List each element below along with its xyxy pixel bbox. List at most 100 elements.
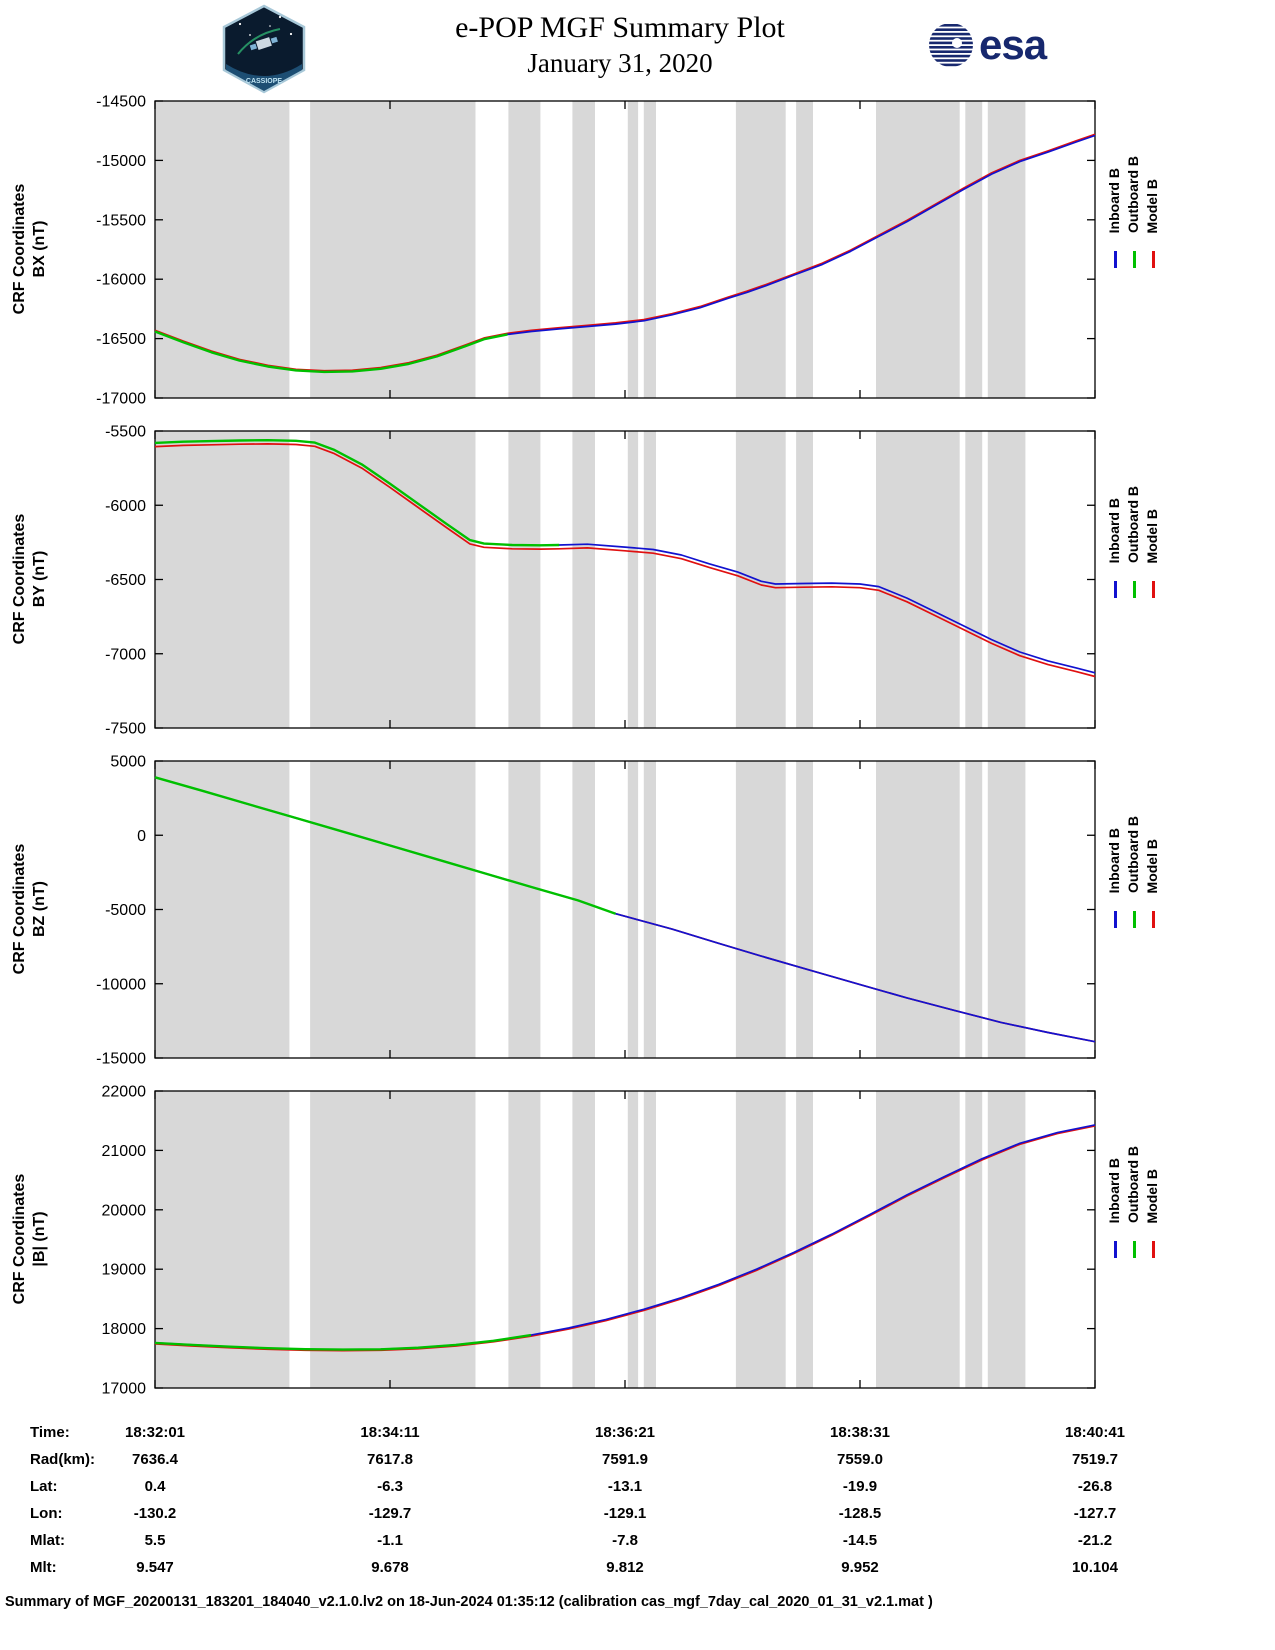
axis-table-value: 0.4: [144, 1478, 166, 1495]
axis-table-value: 18:36:21: [594, 1424, 656, 1441]
y-axis-label-line: |B| (nT): [31, 1211, 48, 1267]
data-gap-band: [508, 431, 541, 728]
axis-table-value: -129.1: [603, 1505, 647, 1522]
axis-table-row: Time: 18:32:01 18:34:11 18:36:21 18:38:31 18:…: [0, 1424, 1275, 1451]
patch-earth-limb: [226, 64, 302, 91]
data-gap-band: [796, 1091, 813, 1388]
y-axis-label-line: CRF Coordinates: [11, 1173, 28, 1305]
data-gap-band: [508, 761, 541, 1058]
model-b-line: [154, 443, 1096, 678]
y-tick-label: -10000: [96, 976, 146, 993]
data-gap-band: [572, 1091, 595, 1388]
data-gap-band: [876, 101, 960, 398]
data-gap-band: [572, 431, 595, 728]
y-tick-label: 0: [137, 828, 146, 845]
axis-table-value: 9.952: [841, 1559, 879, 1576]
data-gap-band: [876, 431, 960, 728]
esa-logo-text: esa: [979, 21, 1047, 68]
axis-annotation-table: Time: 18:32:01 18:34:11 18:36:21 18:38:31 18:…: [0, 1424, 1275, 1586]
data-gap-band: [987, 761, 1026, 1058]
axis-table-value: 18:40:41: [1064, 1424, 1126, 1441]
y-tick-label: 21000: [102, 1143, 147, 1160]
axis-table-value: 7617.8: [367, 1451, 413, 1468]
legend-label: Inboard B: [1106, 1157, 1122, 1223]
data-gap-band: [572, 101, 595, 398]
data-gap-band: [735, 761, 786, 1058]
data-gap-band: [735, 1091, 786, 1388]
legend-label: Model B: [1144, 1168, 1160, 1223]
y-tick-label: -15000: [96, 153, 146, 170]
y-tick-label: -17000: [96, 391, 146, 408]
bx-legend: Inboard B Outboard B Model B: [1106, 96, 1216, 268]
outboard-b-line: [154, 330, 508, 374]
data-gap-band: [643, 431, 656, 728]
legend-mark-icon: [1106, 581, 1125, 598]
legend-mark-icon: [1106, 911, 1125, 928]
y-tick-label: -6000: [105, 498, 146, 515]
y-tick-label: 17000: [102, 1381, 147, 1398]
axis-table-value: -7.8: [612, 1532, 638, 1549]
mission-patch-text: CASSIOPE: [246, 78, 283, 85]
data-gap-band: [876, 761, 960, 1058]
y-axis-label-line: BZ (nT): [31, 881, 48, 937]
panel-bmag: CRF Coordinates |B| (nT) 22000 21000 20000…: [0, 1084, 1275, 1416]
y-tick-label: 20000: [102, 1202, 147, 1219]
panel-bx: CRF Coordinates BX (nT) -14500 -15000 -155…: [0, 94, 1275, 426]
legend-label: Model B: [1144, 838, 1160, 893]
axis-table-value: -14.5: [842, 1532, 878, 1549]
outboard-b-line: [154, 1333, 532, 1351]
legend-mark-icon: [1106, 1241, 1125, 1258]
y-tick-label: -16500: [96, 331, 146, 348]
data-gap-band: [627, 1091, 639, 1388]
data-gap-band: [965, 1091, 983, 1388]
y-axis-label-line: CRF Coordinates: [11, 513, 28, 645]
data-gap-band: [508, 1091, 541, 1388]
cassiope-mission-patch: CASSIOPE: [220, 4, 308, 99]
axis-table-value: 10.104: [1072, 1559, 1118, 1576]
axis-table-value: -13.1: [607, 1478, 643, 1495]
data-gap-band: [643, 1091, 656, 1388]
axis-table-row: Mlt: 9.547 9.678 9.812 9.952 10.104: [0, 1559, 1275, 1586]
data-gap-band: [987, 101, 1026, 398]
by-plot: -5500 -6000 -6500 -7000 -7500: [105, 424, 1096, 738]
y-tick-label: -15000: [96, 1051, 146, 1068]
data-gap-band: [627, 431, 639, 728]
legend-mark-icon: [1125, 581, 1144, 598]
by-y-axis-label: CRF Coordinates BY (nT): [0, 426, 60, 756]
data-gap-band: [965, 431, 983, 728]
outboard-b-line: [154, 776, 617, 915]
data-gap-band: [643, 761, 656, 1058]
axis-table-row-label: Lat:: [30, 1478, 58, 1495]
data-gap-band: [796, 761, 813, 1058]
y-tick-label: 5000: [110, 754, 146, 771]
y-tick-label: -5500: [105, 424, 146, 441]
data-gap-band: [310, 101, 476, 398]
axis-table-row-label: Rad(km):: [30, 1451, 96, 1468]
bmag-legend: Inboard B Outboard B Model B: [1106, 1086, 1216, 1258]
axis-table-value: -6.3: [377, 1478, 403, 1495]
legend-label: Inboard B: [1106, 827, 1122, 893]
y-tick-label: -16000: [96, 272, 146, 289]
y-tick-label: -7500: [105, 721, 146, 738]
page-header: CASSIOPE e-POP MGF Summary Plot January …: [0, 0, 1275, 96]
y-tick-label: 19000: [102, 1262, 147, 1279]
panel-by: CRF Coordinates BY (nT) -5500 -6000 -6500-…: [0, 424, 1275, 756]
data-gap-band: [155, 431, 290, 728]
axis-table-value: 5.5: [144, 1532, 166, 1549]
bmag-plot: 22000 21000 20000 19000 18000 17000: [102, 1084, 1096, 1398]
axis-table-value: -1.1: [377, 1532, 403, 1549]
axis-table-value: 18:32:01: [124, 1424, 186, 1441]
patch-aurora: [237, 28, 281, 55]
axis-table-row: Lat: 0.4 -6.3 -13.1 -19.9 -26.8: [0, 1478, 1275, 1505]
axis-table-row: Rad(km): 7636.4 7617.8 7591.9 7559.0 7519.7: [0, 1451, 1275, 1478]
axis-table-value: -129.7: [368, 1505, 412, 1522]
axis-table-row-label: Mlt:: [30, 1559, 57, 1576]
summary-footer: Summary of MGF_20200131_183201_184040_v2…: [5, 1594, 933, 1610]
data-gap-band: [155, 1091, 290, 1388]
bmag-y-axis-label: CRF Coordinates |B| (nT): [0, 1086, 60, 1416]
title-block: e-POP MGF Summary Plot January 31, 2020: [0, 10, 1240, 80]
axis-table-value: 9.678: [371, 1559, 409, 1576]
data-gap-band: [796, 431, 813, 728]
axis-table-row-label: Time:: [30, 1424, 70, 1441]
axis-table-value: -26.8: [1077, 1478, 1113, 1495]
